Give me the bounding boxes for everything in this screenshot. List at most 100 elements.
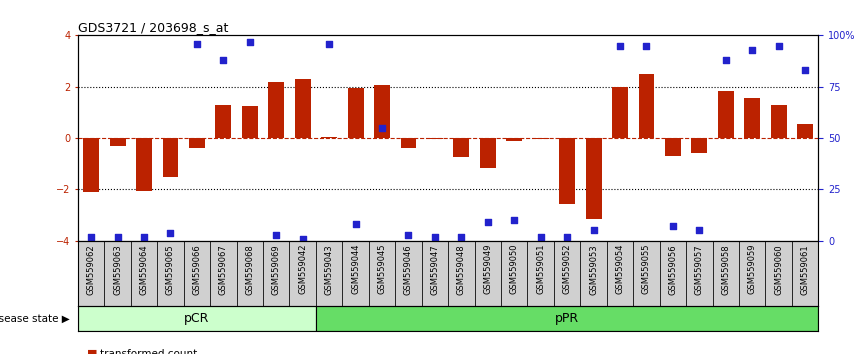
Bar [401,138,417,148]
Text: GSM559062: GSM559062 [87,244,95,295]
Point [84,234,98,239]
Text: transformed count: transformed count [100,349,197,354]
Text: disease state ▶: disease state ▶ [0,314,69,324]
Text: GSM559046: GSM559046 [404,244,413,295]
Bar [216,105,231,138]
Point [111,234,125,239]
Bar [321,137,337,138]
Bar [718,91,734,138]
Point [296,236,310,241]
Bar [110,138,126,146]
Text: GSM559063: GSM559063 [113,244,122,295]
Bar [501,241,527,306]
Text: GSM559067: GSM559067 [219,244,228,295]
Bar [665,138,681,156]
Text: GSM559056: GSM559056 [669,244,677,295]
Text: GSM559065: GSM559065 [166,244,175,295]
Bar [268,81,284,138]
Bar [374,85,390,138]
Point [481,219,494,225]
Bar [798,124,813,138]
Bar [427,138,443,139]
Bar [638,74,655,138]
Point [666,223,680,229]
Text: GSM559048: GSM559048 [457,244,466,295]
Bar [739,241,766,306]
Text: ■: ■ [87,349,97,354]
Text: GSM559059: GSM559059 [747,244,757,295]
Bar [189,138,205,148]
Bar [607,241,633,306]
Bar [766,241,792,306]
Point [560,234,574,239]
Bar [554,241,580,306]
Bar [612,87,628,138]
Text: GSM559061: GSM559061 [801,244,810,295]
Bar [744,98,760,138]
Text: GSM559045: GSM559045 [378,244,386,295]
Bar [792,241,818,306]
Point [507,217,521,223]
Text: GSM559058: GSM559058 [721,244,730,295]
Bar [163,138,178,177]
Point [375,125,389,131]
Bar [580,241,607,306]
Text: GSM559043: GSM559043 [325,244,333,295]
Text: GDS3721 / 203698_s_at: GDS3721 / 203698_s_at [78,21,229,34]
Bar [454,138,469,157]
Point [137,234,151,239]
Point [190,41,204,46]
Point [164,230,178,235]
Point [322,41,336,46]
Bar [242,106,258,138]
Text: GSM559049: GSM559049 [483,244,492,295]
Bar [559,138,575,204]
Bar [660,241,686,306]
Point [455,234,469,239]
Text: pPR: pPR [555,312,579,325]
Bar [210,241,236,306]
Bar [236,241,263,306]
Bar [507,138,522,141]
Bar [105,241,131,306]
Bar [83,138,99,192]
Point [269,232,283,238]
Point [693,228,707,233]
Text: GSM559042: GSM559042 [298,244,307,295]
Point [640,43,654,48]
Point [216,57,230,63]
Bar [289,241,316,306]
Bar [533,138,549,139]
Bar [527,241,554,306]
Point [533,234,547,239]
Bar [131,241,158,306]
Bar [316,306,818,331]
Point [242,39,256,44]
Bar [422,241,449,306]
Text: GSM559051: GSM559051 [536,244,546,295]
Point [402,232,416,238]
Bar [480,138,495,167]
Bar [316,241,342,306]
Text: GSM559066: GSM559066 [192,244,202,295]
Point [586,228,600,233]
Bar [347,88,364,138]
Text: GSM559053: GSM559053 [589,244,598,295]
Bar [294,79,311,138]
Bar [342,241,369,306]
Point [428,234,442,239]
Bar [691,138,708,154]
Text: GSM559044: GSM559044 [351,244,360,295]
Point [746,47,759,53]
Bar [158,241,184,306]
Text: GSM559055: GSM559055 [642,244,651,295]
Bar [713,241,739,306]
Bar [633,241,660,306]
Bar [78,241,105,306]
Text: GSM559068: GSM559068 [245,244,255,295]
Bar [369,241,395,306]
Point [613,43,627,48]
Bar [686,241,713,306]
Bar [263,241,289,306]
Text: GSM559069: GSM559069 [272,244,281,295]
